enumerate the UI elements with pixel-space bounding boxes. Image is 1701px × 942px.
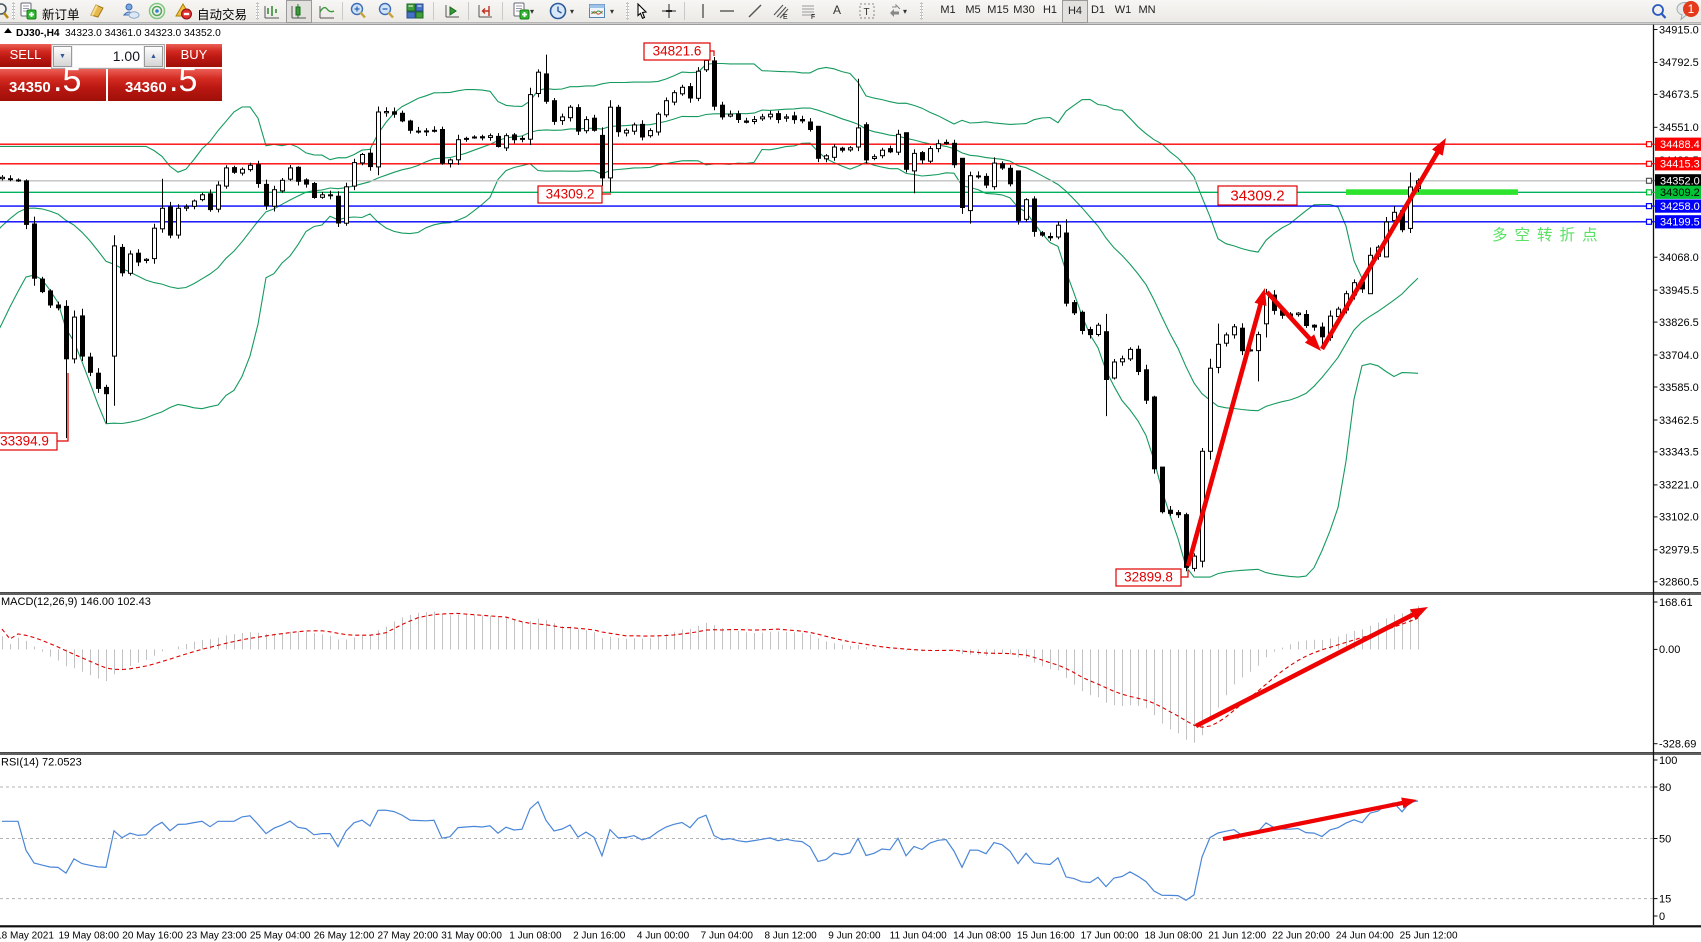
svg-text:25 Jun 12:00: 25 Jun 12:00 bbox=[1400, 931, 1458, 942]
svg-text:34821.6: 34821.6 bbox=[653, 44, 702, 59]
svg-text:17 Jun 00:00: 17 Jun 00:00 bbox=[1081, 931, 1139, 942]
svg-text:22 Jun 20:00: 22 Jun 20:00 bbox=[1272, 931, 1330, 942]
svg-text:0.00: 0.00 bbox=[1659, 644, 1680, 656]
svg-text:F: F bbox=[811, 14, 815, 20]
svg-text:34309.2: 34309.2 bbox=[546, 187, 595, 202]
svg-text:33585.0: 33585.0 bbox=[1659, 382, 1699, 394]
svg-text:2 Jun 16:00: 2 Jun 16:00 bbox=[573, 931, 626, 942]
svg-text:1 Jun 08:00: 1 Jun 08:00 bbox=[509, 931, 562, 942]
svg-text:9 Jun 20:00: 9 Jun 20:00 bbox=[828, 931, 881, 942]
svg-text:100: 100 bbox=[1659, 755, 1677, 767]
svg-text:多空转折点: 多空转折点 bbox=[1492, 226, 1605, 244]
svg-text:34415.3: 34415.3 bbox=[1660, 159, 1700, 171]
svg-text:31 May 00:00: 31 May 00:00 bbox=[441, 931, 502, 942]
svg-text:34551.0: 34551.0 bbox=[1659, 122, 1699, 134]
svg-text:34068.0: 34068.0 bbox=[1659, 252, 1699, 264]
svg-text:RSI(14) 72.0523: RSI(14) 72.0523 bbox=[1, 757, 82, 769]
svg-text:33221.0: 33221.0 bbox=[1659, 480, 1699, 492]
svg-text:MACD(12,26,9) 146.00 102.43: MACD(12,26,9) 146.00 102.43 bbox=[1, 596, 151, 608]
svg-text:DJ30-,H4: DJ30-,H4 bbox=[16, 28, 60, 39]
svg-text:34199.5: 34199.5 bbox=[1660, 217, 1700, 229]
svg-text:8 Jun 12:00: 8 Jun 12:00 bbox=[764, 931, 817, 942]
svg-text:33826.5: 33826.5 bbox=[1659, 317, 1699, 329]
svg-text:34352.0: 34352.0 bbox=[1660, 176, 1700, 188]
svg-text:23 May 23:00: 23 May 23:00 bbox=[186, 931, 247, 942]
svg-text:11 Jun 04:00: 11 Jun 04:00 bbox=[890, 931, 948, 942]
svg-text:0: 0 bbox=[1659, 911, 1665, 923]
svg-text:34309.2: 34309.2 bbox=[1660, 187, 1700, 199]
svg-text:20 May 16:00: 20 May 16:00 bbox=[122, 931, 183, 942]
svg-text:33462.5: 33462.5 bbox=[1659, 415, 1699, 427]
svg-text:34309.2: 34309.2 bbox=[1230, 188, 1284, 205]
svg-text:24 Jun 04:00: 24 Jun 04:00 bbox=[1336, 931, 1394, 942]
svg-text:25 May 04:00: 25 May 04:00 bbox=[250, 931, 311, 942]
svg-text:33704.0: 33704.0 bbox=[1659, 350, 1699, 362]
svg-text:19 May 08:00: 19 May 08:00 bbox=[58, 931, 119, 942]
svg-text:168.61: 168.61 bbox=[1659, 597, 1693, 609]
svg-text:15: 15 bbox=[1659, 893, 1671, 905]
svg-text:18 May 2021: 18 May 2021 bbox=[0, 931, 54, 942]
svg-text:T: T bbox=[864, 7, 870, 18]
svg-text:32860.5: 32860.5 bbox=[1659, 577, 1699, 589]
svg-text:27 May 20:00: 27 May 20:00 bbox=[377, 931, 438, 942]
svg-text:80: 80 bbox=[1659, 782, 1671, 794]
svg-text:33394.9: 33394.9 bbox=[0, 434, 49, 449]
svg-text:18 Jun 08:00: 18 Jun 08:00 bbox=[1144, 931, 1202, 942]
svg-text:34915.0: 34915.0 bbox=[1659, 24, 1699, 36]
svg-text:E: E bbox=[783, 14, 788, 20]
svg-text:7 Jun 04:00: 7 Jun 04:00 bbox=[701, 931, 754, 942]
svg-text:15 Jun 16:00: 15 Jun 16:00 bbox=[1017, 931, 1075, 942]
svg-text:33102.0: 33102.0 bbox=[1659, 512, 1699, 524]
svg-text:21 Jun 12:00: 21 Jun 12:00 bbox=[1208, 931, 1266, 942]
svg-text:32899.8: 32899.8 bbox=[1124, 570, 1173, 585]
svg-text:34673.5: 34673.5 bbox=[1659, 89, 1699, 101]
svg-text:4 Jun 00:00: 4 Jun 00:00 bbox=[637, 931, 690, 942]
svg-text:32979.5: 32979.5 bbox=[1659, 545, 1699, 557]
svg-text:34792.5: 34792.5 bbox=[1659, 57, 1699, 69]
svg-text:34488.4: 34488.4 bbox=[1660, 139, 1700, 151]
svg-text:50: 50 bbox=[1659, 833, 1671, 845]
svg-text:-328.69: -328.69 bbox=[1659, 739, 1696, 751]
svg-text:33945.5: 33945.5 bbox=[1659, 285, 1699, 297]
svg-text:34323.0 34361.0 34323.0 34352.: 34323.0 34361.0 34323.0 34352.0 bbox=[65, 28, 221, 39]
svg-text:14 Jun 08:00: 14 Jun 08:00 bbox=[953, 931, 1011, 942]
svg-text:33343.5: 33343.5 bbox=[1659, 447, 1699, 459]
svg-text:34258.0: 34258.0 bbox=[1660, 201, 1700, 213]
svg-text:1: 1 bbox=[1688, 2, 1695, 16]
svg-text:26 May 12:00: 26 May 12:00 bbox=[314, 931, 375, 942]
